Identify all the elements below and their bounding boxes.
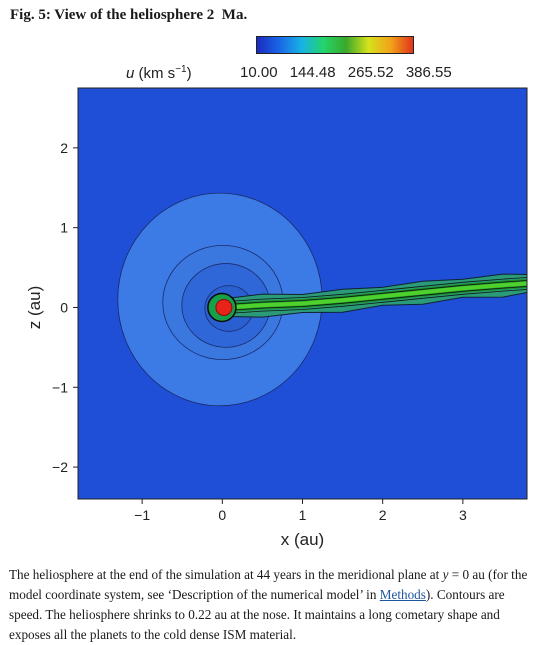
y-tick-label: 1 [60, 220, 68, 236]
colorbar-ticks: 10.00 144.48 265.52 386.55 [240, 64, 460, 81]
figure-caption: The heliosphere at the end of the simula… [9, 565, 541, 645]
colorbar-tick: 10.00 [240, 64, 278, 81]
speed-colorbar [256, 36, 414, 54]
x-axis-label: x (au) [281, 530, 324, 549]
y-tick-label: 0 [60, 299, 68, 315]
x-tick-label: −1 [134, 507, 150, 523]
speed-contour [226, 277, 527, 302]
heliosphere-plot: −1 0 1 2 3 −2 −1 0 1 2 x (au) z (au) [25, 87, 528, 549]
y-tick-label: −1 [52, 379, 68, 395]
colorbar-unit-prefix: (km s [138, 65, 176, 82]
colorbar-tick: 265.52 [347, 64, 394, 81]
colorbar-unit-suffix: ) [186, 65, 192, 82]
methods-link[interactable]: Methods [379, 587, 426, 602]
y-tick-label: −2 [52, 459, 68, 475]
field-layer [117, 192, 527, 407]
x-tick-label: 1 [299, 507, 307, 523]
speed-contour [226, 280, 527, 305]
caption-text: = 0 au (for the model coordinate system,… [9, 567, 528, 602]
colorbar-unit-exp: −1 [175, 64, 187, 75]
caption-variable: y [442, 567, 449, 582]
colorbar-label: u (km s−1) [126, 64, 192, 82]
caption-text: The heliosphere at the end of the simula… [9, 567, 443, 582]
figure-title: Fig. 5: View of the heliosphere 2 Ma. [10, 7, 248, 23]
speed-contour [226, 286, 527, 311]
y-tick-label: 2 [60, 140, 68, 156]
colorbar-tick: 144.48 [289, 64, 336, 81]
colorbar-variable: u [126, 65, 135, 82]
x-tick-label: 3 [459, 507, 467, 523]
speed-contour [226, 289, 527, 314]
sun-marker [215, 298, 233, 316]
x-tick-label: 2 [379, 507, 387, 523]
colorbar-tick: 386.55 [405, 64, 452, 81]
caption-text: ). Contours are speed. The heliosphere s… [9, 587, 505, 642]
heliotail-core [224, 281, 527, 310]
y-axis-label: z (au) [25, 286, 44, 329]
x-tick-label: 0 [218, 507, 226, 523]
